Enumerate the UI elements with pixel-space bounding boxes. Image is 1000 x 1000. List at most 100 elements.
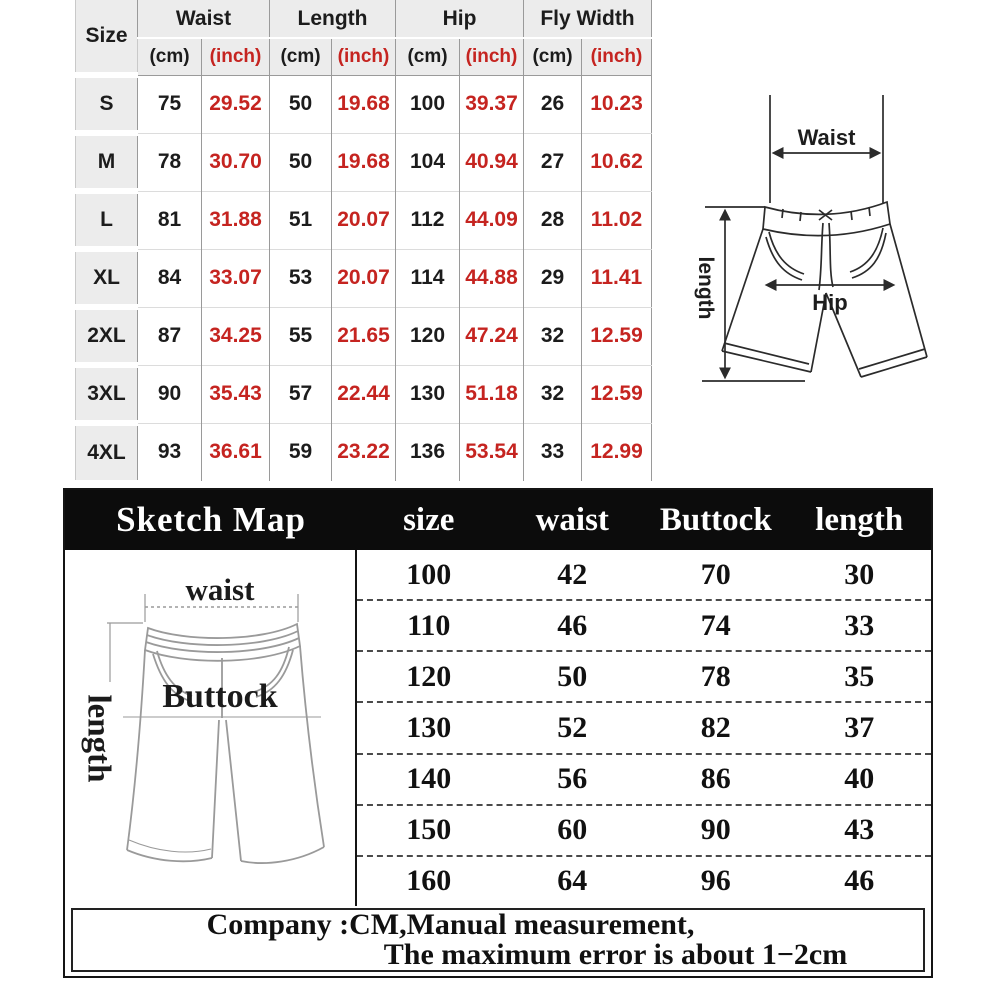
left-outer-leg (721, 228, 764, 352)
length-cell: 30 (844, 557, 875, 591)
column-header-buttock: Buttock (659, 501, 772, 538)
buttock-cell: 96 (700, 864, 731, 898)
value-cell: 21.65 (331, 306, 396, 365)
table-row: M 78 30.70 50 19.68 104 40.94 27 10.62 (75, 130, 652, 192)
value-cell: 31.88 (201, 190, 270, 249)
right-hem (240, 846, 325, 864)
measurement-note: Company :CM,Manual measurement, The maxi… (71, 908, 925, 972)
buttock-cell: 82 (700, 710, 731, 744)
value-cell: 12.99 (581, 422, 652, 481)
waist-cell: 56 (557, 762, 588, 796)
size-cell: 110 (407, 608, 451, 642)
value-cell: 28 (523, 190, 582, 249)
unit-header-inch: (inch) (201, 37, 270, 76)
value-cell: 26 (523, 74, 582, 133)
unit-header-inch: (inch) (581, 37, 652, 76)
value-cell: 75 (137, 74, 202, 133)
value-cell: 33 (523, 422, 582, 481)
value-cell: 53 (269, 248, 332, 307)
waist-label: Waist (797, 125, 856, 150)
value-cell: 136 (395, 422, 460, 481)
waist-group-header: Waist (137, 0, 270, 38)
value-cell: 29.52 (201, 74, 270, 133)
column-header-waist: waist (535, 501, 609, 538)
size-cell: 120 (406, 659, 452, 693)
left-hem-inner (128, 839, 212, 853)
size-cell: 100 (406, 557, 452, 591)
value-cell: 87 (137, 306, 202, 365)
value-cell: 81 (137, 190, 202, 249)
right-pocket (849, 227, 887, 279)
value-cell: 40.94 (459, 132, 524, 191)
right-outer-leg (299, 645, 325, 848)
buttock-cell: 78 (700, 659, 731, 693)
size-cell: 130 (406, 710, 452, 744)
shorts-measurement-diagram: Waist Hip length (665, 85, 965, 425)
right-hem (858, 348, 928, 378)
left-hem (126, 849, 213, 863)
value-cell: 11.41 (581, 248, 652, 307)
waist-cell: 52 (557, 710, 588, 744)
size-cell: 2XL (75, 304, 138, 366)
value-cell: 50 (269, 74, 332, 133)
table-row: 100 42 70 30 (357, 550, 931, 602)
size-cell: XL (75, 246, 138, 308)
length-cell: 46 (844, 864, 875, 898)
length-label: length (80, 694, 117, 783)
value-cell: 55 (269, 306, 332, 365)
left-pocket (765, 231, 805, 281)
table-row: 110 46 74 33 (357, 601, 931, 653)
value-cell: 112 (395, 190, 460, 249)
adult-size-table: Size Waist Length Hip Fly Width (cm) (in… (75, 0, 652, 482)
value-cell: 84 (137, 248, 202, 307)
drawstring-knot (818, 209, 833, 221)
value-cell: 51.18 (459, 364, 524, 423)
unit-header-inch: (inch) (459, 37, 524, 76)
column-header-length: length (815, 501, 904, 538)
buttock-cell: 90 (700, 813, 731, 847)
unit-header-cm: (cm) (137, 37, 202, 76)
value-cell: 50 (269, 132, 332, 191)
value-cell: 10.23 (581, 74, 652, 133)
left-hem (721, 342, 812, 373)
right-pocket (253, 646, 294, 698)
table-row: XL 84 33.07 53 20.07 114 44.88 29 11.41 (75, 246, 652, 308)
value-cell: 47.24 (459, 306, 524, 365)
value-cell: 12.59 (581, 306, 652, 365)
value-cell: 20.07 (331, 248, 396, 307)
right-outer-leg (889, 223, 928, 358)
size-cell: S (75, 72, 138, 134)
length-cell: 37 (844, 710, 875, 744)
value-cell: 44.88 (459, 248, 524, 307)
table-row: 4XL 93 36.61 59 23.22 136 53.54 33 12.99 (75, 420, 652, 482)
value-cell: 90 (137, 364, 202, 423)
size-column-header: Size (75, 0, 138, 75)
value-cell: 33.07 (201, 248, 270, 307)
value-cell: 30.70 (201, 132, 270, 191)
left-outer-leg (126, 649, 146, 851)
length-cell: 43 (844, 813, 875, 847)
value-cell: 29 (523, 248, 582, 307)
length-cell: 33 (844, 608, 875, 642)
kids-shorts-diagram: waist Buttock length (65, 550, 357, 906)
value-cell: 44.09 (459, 190, 524, 249)
value-cell: 20.07 (331, 190, 396, 249)
sketch-map-title: Sketch Map (116, 500, 306, 539)
note-line-2: The maximum error is about 1−2cm (383, 938, 848, 971)
value-cell: 93 (137, 422, 202, 481)
value-cell: 11.02 (581, 190, 652, 249)
value-cell: 57 (269, 364, 332, 423)
sketch-map-header: Sketch Map size waist Buttock length (65, 490, 931, 550)
value-cell: 19.68 (331, 74, 396, 133)
waistband-seams (145, 630, 300, 653)
value-cell: 32 (523, 364, 582, 423)
buttock-cell: 70 (700, 557, 731, 591)
size-cell: 4XL (75, 420, 138, 482)
value-cell: 22.44 (331, 364, 396, 423)
length-cell: 35 (844, 659, 875, 693)
sketch-map-column-headers: size waist Buttock length (357, 502, 931, 539)
waistband (762, 200, 891, 237)
value-cell: 36.61 (201, 422, 270, 481)
value-cell: 19.68 (331, 132, 396, 191)
value-cell: 100 (395, 74, 460, 133)
